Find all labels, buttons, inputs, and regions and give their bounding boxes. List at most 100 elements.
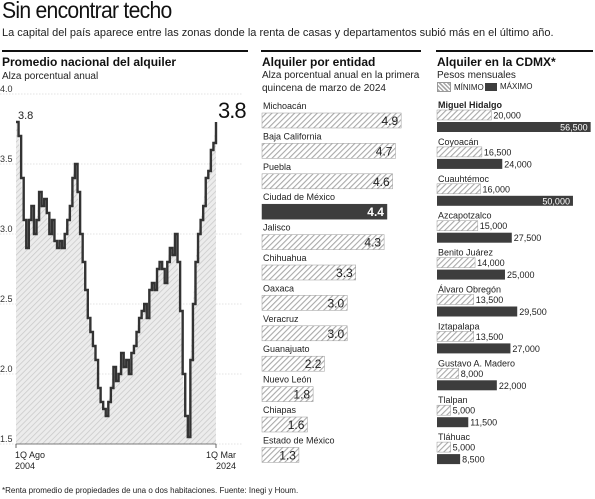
legend-min-label: MÍNIMO: [454, 82, 484, 92]
x-tick-label: 2024: [216, 461, 236, 471]
entity-category-label: Oaxaca: [263, 283, 294, 293]
entity-bar: [261, 295, 348, 311]
entity-category-label: Puebla: [263, 162, 291, 172]
cdmx-category-label: Gustavo A. Madero: [438, 358, 515, 368]
cdmx-min-value-label: 20,000: [493, 111, 521, 121]
entity-bar: [261, 447, 300, 463]
legend-min-swatch: [437, 82, 451, 92]
y-tick-label: 4.0: [0, 84, 13, 94]
entity-value-label: 4.7: [376, 144, 393, 158]
cdmx-min-bar: [436, 146, 483, 158]
cdmx-category-label: Benito Juárez: [438, 248, 494, 258]
legend-min: MÍNIMO: [437, 82, 484, 92]
cdmx-max-bar: [437, 380, 497, 391]
entity-value-label: 1.3: [279, 448, 296, 462]
cdmx-min-value-label: 14,000: [477, 258, 505, 268]
entity-category-label: Baja California: [263, 131, 322, 141]
entity-value-label: 1.8: [293, 388, 310, 402]
start-value-label: 3.8: [18, 110, 33, 122]
entity-bar: [261, 173, 393, 190]
panel-title-entity: Alquiler por entidad: [262, 55, 376, 69]
cdmx-min-value-label: 15,000: [480, 221, 508, 231]
cdmx-min-value-label: 13,500: [476, 295, 504, 305]
entity-bar: [261, 264, 356, 281]
cdmx-max-value-label: 56,500: [560, 123, 588, 133]
panel-subtitle-national: Alza porcentual anual: [2, 71, 99, 82]
entity-bar: [261, 112, 402, 129]
panel-rule-national: [2, 50, 248, 52]
cdmx-min-value-label: 16,000: [483, 184, 511, 194]
cdmx-min-bar: [436, 220, 479, 231]
panel-rule-entity: [261, 50, 421, 52]
entity-category-label: Veracruz: [263, 314, 299, 324]
entity-bar: [261, 234, 385, 250]
cdmx-max-value-label: 27,500: [514, 233, 542, 243]
entity-bar: [261, 355, 325, 372]
entity-value-label: 2.2: [305, 357, 322, 371]
entity-value-label: 4.9: [381, 114, 398, 128]
y-tick-label: 3.5: [0, 154, 13, 164]
cdmx-max-value-label: 22,000: [499, 381, 527, 391]
cdmx-category-label: Coyoacán: [438, 137, 479, 147]
cdmx-max-value-label: 50,000: [542, 196, 570, 206]
entity-bar-chart: Michoacán 4.9 Baja California 4.7 Puebla 4.6 C…: [261, 101, 402, 463]
cdmx-max-bar: [437, 232, 512, 243]
cdmx-max-value-label: 25,000: [507, 270, 535, 280]
cdmx-min-value-label: 5,000: [453, 443, 476, 453]
entity-category-label: Guanajuato: [263, 344, 310, 354]
cdmx-max-bar: [437, 158, 503, 169]
entity-bar: [261, 143, 396, 159]
cdmx-min-bar: [436, 441, 451, 453]
entity-value-label: 4.4: [367, 205, 384, 219]
cdmx-category-label: Tláhuac: [438, 432, 471, 442]
panel-title-cdmx: Alquiler en la CDMX*: [437, 55, 556, 69]
panel-subtitle-cdmx: Pesos mensuales: [437, 70, 516, 81]
national-rent-series: [16, 120, 218, 439]
entity-value-label: 3.3: [336, 266, 353, 280]
cdmx-category-label: Tlalpan: [438, 395, 468, 405]
headline: Sin encontrar techo: [2, 0, 172, 23]
entity-category-label: Michoacán: [263, 101, 307, 111]
entity-bar: [261, 203, 388, 220]
entity-category-label: Jalisco: [263, 223, 291, 233]
end-value-label: 3.8: [218, 98, 246, 123]
subheadline: La capital del país aparece entre las zo…: [2, 27, 554, 39]
cdmx-min-bar: [436, 368, 460, 379]
cdmx-max-bar: [437, 417, 469, 428]
cdmx-min-value-label: 5,000: [453, 406, 476, 416]
entity-category-label: Chihuahua: [263, 253, 307, 263]
legend-max-swatch: [485, 82, 497, 91]
y-tick-label: 3.0: [0, 224, 13, 234]
entity-category-label: Chiapas: [263, 405, 297, 415]
cdmx-min-bar: [436, 257, 476, 268]
cdmx-max-bar: [437, 122, 591, 132]
entity-value-label: 4.6: [373, 175, 390, 189]
cdmx-min-value-label: 16,500: [484, 147, 512, 157]
cdmx-max-value-label: 24,000: [504, 159, 532, 169]
entity-value-label: 1.6: [288, 418, 305, 432]
cdmx-max-value-label: 29,500: [519, 307, 547, 317]
entity-category-label: Estado de México: [263, 435, 335, 445]
x-tick-label: 1Q Ago: [15, 450, 45, 460]
cdmx-max-value-label: 11,500: [470, 418, 497, 428]
cdmx-max-bar: [437, 343, 511, 354]
panel-subtitle-entity: Alza porcentual anual en la primera quin…: [262, 70, 420, 94]
cdmx-max-bar: [437, 454, 461, 465]
cdmx-min-bar: [436, 404, 451, 416]
entity-category-label: Nuevo León: [263, 375, 312, 385]
cdmx-category-label: Iztapalapa: [438, 321, 480, 331]
x-tick-label: 2004: [15, 461, 35, 471]
entity-bar: [261, 416, 308, 433]
cdmx-min-value-label: 13,500: [476, 332, 504, 342]
cdmx-category-label: Álvaro Obregón: [438, 285, 501, 295]
cdmx-min-value-label: 8,000: [461, 369, 484, 379]
cdmx-min-bar: [436, 331, 474, 342]
legend-max: MÁXIMO: [485, 82, 532, 91]
line-area-fill: [16, 122, 216, 444]
cdmx-max-bar: [437, 195, 573, 206]
entity-bar: [261, 325, 348, 342]
footnote: *Renta promedio de propiedades de una o …: [2, 486, 299, 495]
cdmx-max-bar: [437, 269, 505, 280]
